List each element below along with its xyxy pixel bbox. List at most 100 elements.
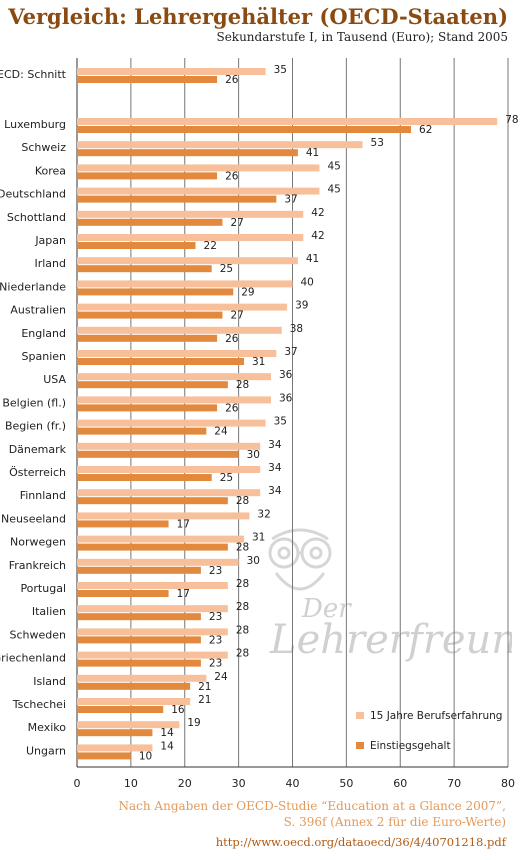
- value-label-entry: 23: [209, 658, 222, 670]
- value-label-experienced: 28: [236, 648, 249, 660]
- category-label: Tschechei: [12, 698, 66, 711]
- category-label: Griechenland: [0, 652, 66, 665]
- value-label-entry: 24: [214, 426, 228, 438]
- bar-entry: [77, 474, 212, 481]
- category-label: Niederlande: [0, 280, 66, 293]
- value-label-experienced: 31: [252, 532, 265, 544]
- category-label: Italien: [32, 605, 66, 618]
- bar-experienced: [77, 582, 228, 589]
- bar-chart: 0 10 20 30 40 50 60 70 80 OECD: Schnitt 35 26 Luxemb…: [0, 58, 519, 790]
- svg-text:Der: Der: [301, 594, 352, 624]
- bar-entry: [77, 543, 228, 551]
- value-label-entry: 31: [252, 356, 265, 368]
- bar-experienced: [77, 350, 277, 357]
- value-label-experienced: 35: [274, 64, 287, 76]
- bar-entry: [77, 218, 223, 226]
- bar-experienced: [77, 141, 363, 149]
- bar-experienced: [77, 535, 245, 543]
- x-tick-label: 10: [124, 777, 138, 790]
- value-label-entry: 28: [236, 379, 249, 391]
- category-label: Dänemark: [9, 443, 67, 456]
- value-label-experienced: 28: [236, 624, 249, 636]
- legend-label: Einstiegsgehalt: [370, 740, 451, 752]
- category-label: Belgien (fl.): [2, 396, 66, 409]
- bar-entry: [77, 288, 234, 296]
- value-label-entry: 27: [230, 217, 243, 229]
- bar-experienced: [77, 628, 228, 636]
- value-label-experienced: 34: [268, 439, 282, 451]
- value-label-experienced: 34: [268, 485, 282, 497]
- category-label: Portugal: [20, 582, 66, 595]
- category-label: Japan: [34, 234, 66, 247]
- bar-entry: [77, 706, 164, 713]
- x-tick-label: 0: [74, 777, 81, 790]
- bar-entry: [77, 149, 298, 157]
- bar-entry: [77, 427, 207, 435]
- category-label: Schweden: [10, 628, 67, 641]
- value-label-experienced: 37: [284, 346, 297, 358]
- x-tick-label: 40: [286, 777, 300, 790]
- source-url[interactable]: http://www.oecd.org/dataoecd/36/4/407012…: [215, 835, 506, 849]
- value-label-experienced: 21: [198, 694, 211, 706]
- value-label-experienced: 24: [214, 671, 228, 683]
- bar-experienced: [77, 489, 261, 497]
- value-label-entry: 29: [241, 286, 254, 298]
- bar-entry: [77, 334, 218, 342]
- x-tick-label: 80: [501, 777, 515, 790]
- category-label: Begien (fr.): [5, 420, 66, 433]
- value-label-entry: 28: [236, 495, 249, 507]
- category-label: Frankreich: [9, 559, 66, 572]
- value-label-experienced: 38: [290, 323, 303, 335]
- bar-experienced: [77, 68, 266, 75]
- category-label: Mexiko: [28, 721, 67, 734]
- category-label: Australien: [10, 304, 66, 317]
- bar-entry: [77, 613, 201, 621]
- bar-experienced: [77, 164, 320, 172]
- value-label-entry: 62: [419, 124, 432, 136]
- bar-entry: [77, 126, 412, 133]
- category-label: Island: [33, 675, 66, 688]
- category-label: USA: [43, 373, 66, 386]
- bar-entry: [77, 520, 169, 528]
- x-tick-label: 50: [339, 777, 353, 790]
- value-label-experienced: 42: [311, 230, 324, 242]
- category-label: England: [21, 327, 66, 340]
- bar-experienced: [77, 280, 293, 288]
- category-label: Luxemburg: [4, 118, 66, 131]
- bar-experienced: [77, 466, 261, 473]
- bar-experienced: [77, 442, 261, 450]
- value-label-entry: 22: [204, 240, 217, 252]
- value-label-entry: 25: [220, 472, 233, 484]
- category-label: Finnland: [20, 489, 66, 502]
- value-label-entry: 17: [177, 518, 190, 530]
- value-label-entry: 23: [209, 634, 222, 646]
- legend-swatch: [356, 712, 364, 719]
- category-label: Spanien: [22, 350, 67, 363]
- value-label-entry: 25: [220, 263, 233, 275]
- x-tick-label: 70: [447, 777, 461, 790]
- value-label-experienced: 78: [505, 114, 518, 126]
- category-label: Norwegen: [10, 536, 66, 549]
- x-tick-label: 30: [232, 777, 246, 790]
- value-label-entry: 26: [225, 170, 239, 182]
- value-label-entry: 41: [306, 147, 319, 159]
- value-label-experienced: 41: [306, 253, 319, 265]
- category-label: Neuseeland: [1, 512, 66, 525]
- value-label-experienced: 28: [236, 601, 249, 613]
- value-label-experienced: 35: [274, 416, 287, 428]
- watermark-logo: Der Lehrerfreund: [268, 528, 512, 663]
- bar-experienced: [77, 303, 288, 311]
- value-label-experienced: 34: [268, 462, 282, 474]
- x-tick-label: 60: [393, 777, 407, 790]
- value-label-experienced: 36: [279, 369, 293, 381]
- bar-entry: [77, 195, 277, 203]
- source-line-2: S. 396f (Annex 2 für die Euro-Werte): [283, 815, 506, 829]
- value-label-experienced: 45: [327, 160, 340, 172]
- value-label-entry: 26: [225, 74, 239, 86]
- bar-entry: [77, 381, 228, 389]
- value-label-experienced: 14: [160, 740, 174, 752]
- bar-experienced: [77, 698, 191, 705]
- bar-entry: [77, 659, 201, 667]
- category-label: Schweiz: [21, 141, 66, 154]
- bar-experienced: [77, 326, 282, 334]
